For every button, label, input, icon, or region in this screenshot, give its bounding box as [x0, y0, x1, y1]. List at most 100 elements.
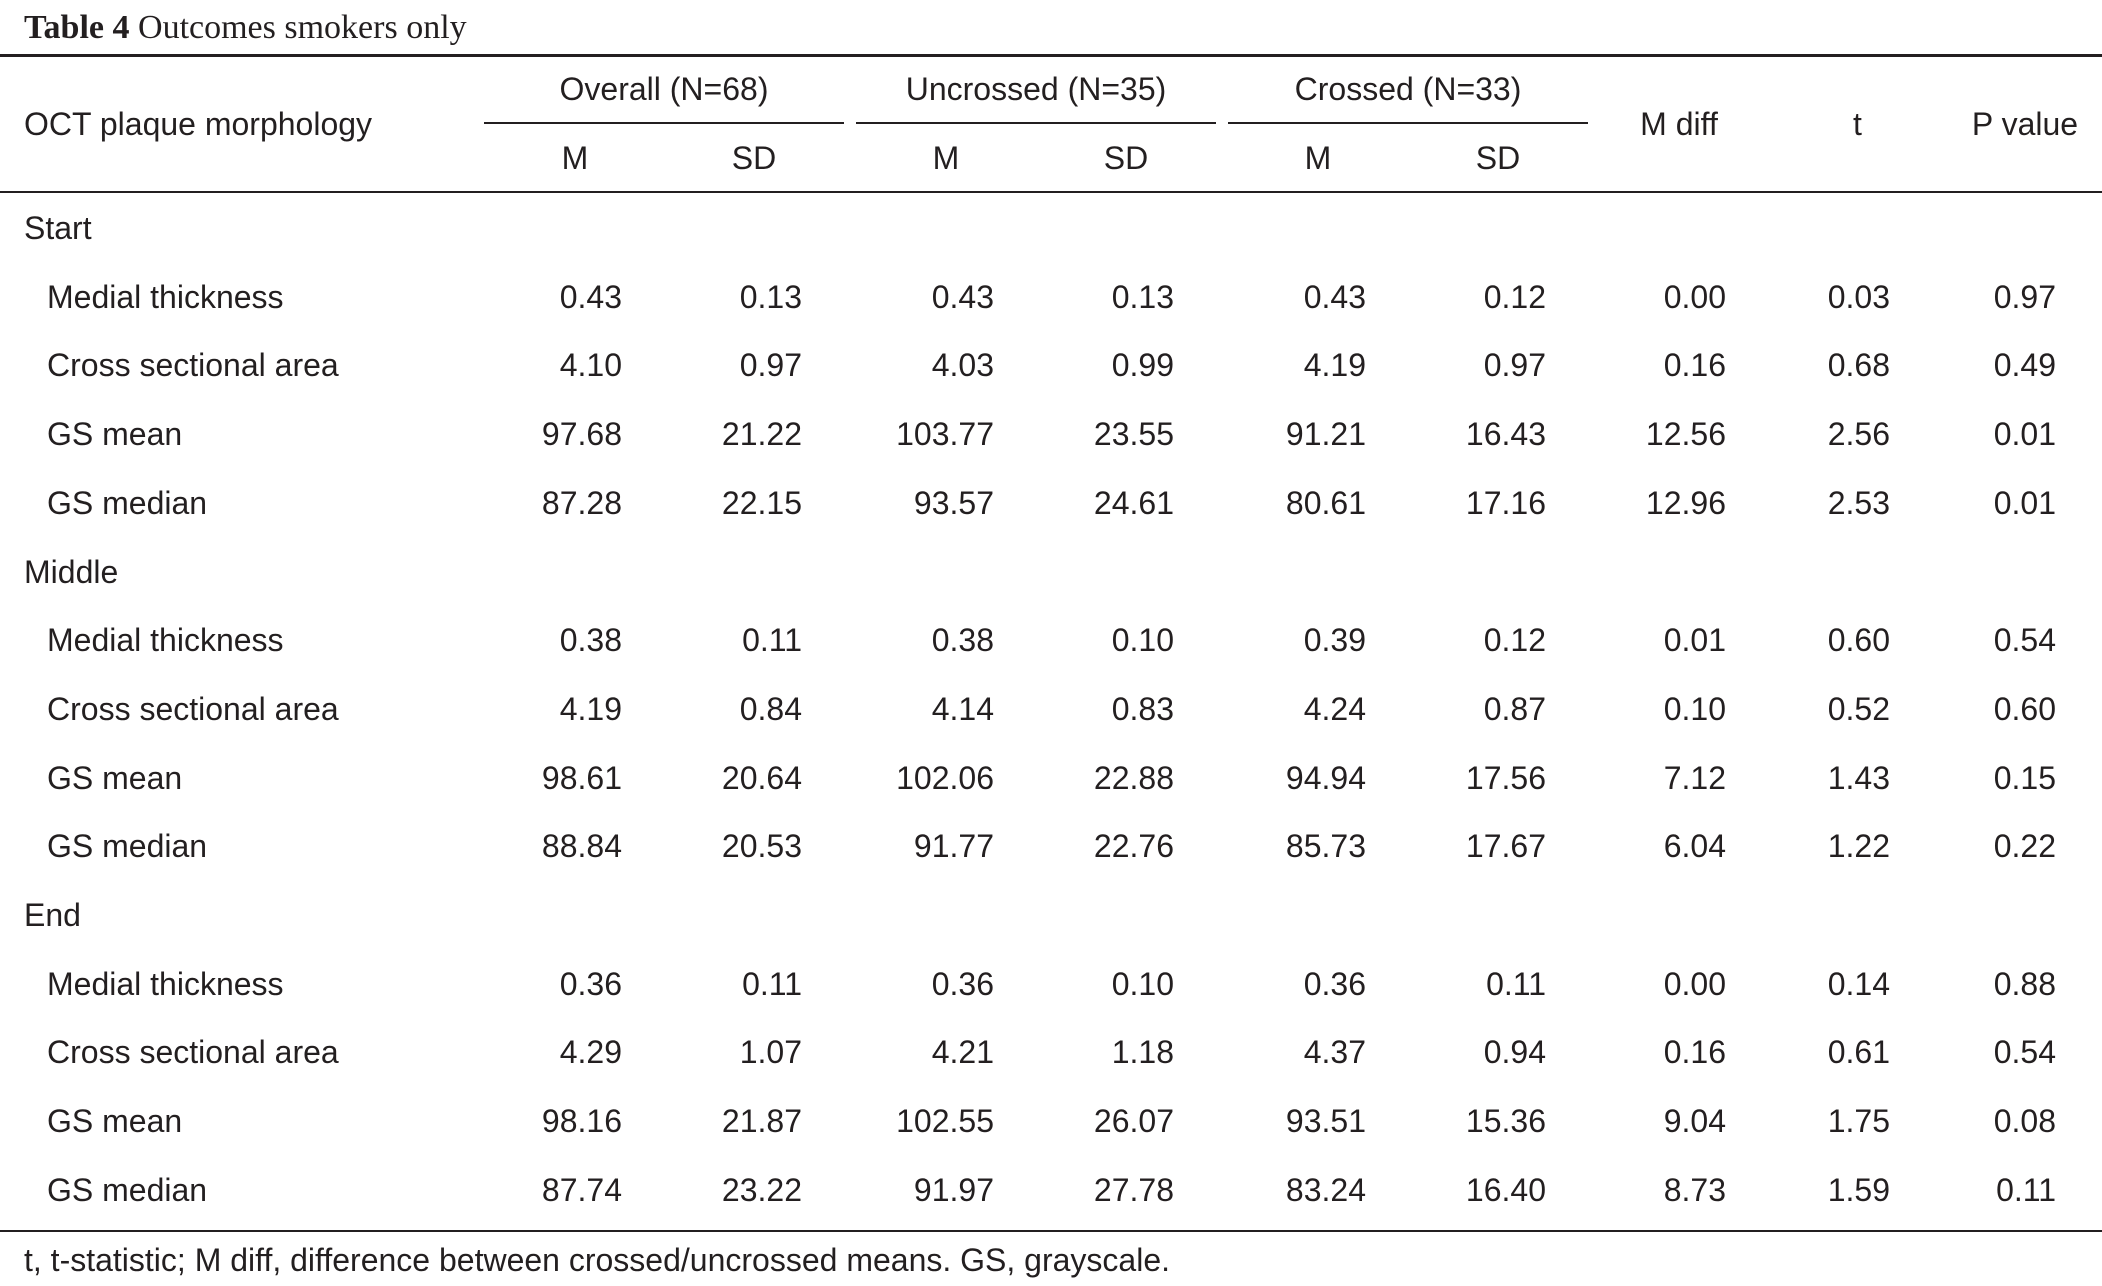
cell-t: 0.03: [1827, 278, 1890, 315]
cell-overall-m: 4.10: [559, 347, 622, 384]
cell-overall-sd: 20.64: [721, 759, 802, 796]
cell-p-value: 0.08: [1993, 1103, 2056, 1140]
cell-crossed-m: 93.51: [1285, 1103, 1366, 1140]
cell-uncrossed-m: 91.77: [913, 828, 994, 865]
row-label: Cross sectional area: [47, 347, 339, 384]
cell-overall-m: 87.28: [541, 484, 622, 521]
cell-crossed-sd: 0.12: [1483, 622, 1546, 659]
cell-p-value: 0.01: [1993, 416, 2056, 453]
cell-crossed-sd: 0.87: [1483, 690, 1546, 727]
row-label: GS mean: [47, 1103, 183, 1140]
cell-p-value: 0.54: [1993, 1034, 2056, 1071]
cell-overall-m: 4.19: [559, 690, 622, 727]
cell-crossed-m: 80.61: [1285, 484, 1366, 521]
cell-crossed-sd: 0.11: [1486, 965, 1546, 1002]
t-header: t: [1853, 106, 1862, 142]
cell-crossed-sd: 17.16: [1465, 484, 1546, 521]
cell-mdiff: 0.00: [1663, 278, 1726, 315]
header-rule: [0, 191, 2102, 193]
table-footnote: t, t-statistic; M diff, difference betwe…: [24, 1242, 1170, 1278]
cell-overall-sd: 22.15: [721, 484, 802, 521]
cell-t: 2.53: [1827, 484, 1890, 521]
group-rule-overall: [484, 122, 844, 124]
cell-crossed-sd: 15.36: [1465, 1103, 1546, 1140]
cell-crossed-sd: 0.12: [1483, 278, 1546, 315]
cell-uncrossed-m: 91.97: [913, 1171, 994, 1208]
cell-overall-m: 98.61: [541, 759, 622, 796]
group-rule-crossed: [1228, 122, 1588, 124]
cell-t: 0.52: [1827, 690, 1890, 727]
cell-p-value: 0.15: [1993, 759, 2056, 796]
cell-mdiff: 9.04: [1663, 1103, 1726, 1140]
cell-crossed-m: 83.24: [1285, 1171, 1366, 1208]
table-label: Table 4: [24, 9, 130, 46]
cell-uncrossed-sd: 1.18: [1111, 1034, 1174, 1071]
row-label: GS mean: [47, 416, 183, 453]
cell-uncrossed-sd: 22.88: [1093, 759, 1174, 796]
row-label: GS median: [47, 484, 208, 521]
section-label-end: End: [24, 897, 81, 933]
cell-t: 0.14: [1827, 965, 1890, 1002]
row-label: Cross sectional area: [47, 690, 339, 727]
group-header-overall: Overall (N=68): [559, 71, 769, 107]
cell-crossed-m: 4.37: [1303, 1034, 1366, 1071]
cell-crossed-m: 4.19: [1303, 347, 1366, 384]
cell-overall-m: 0.38: [559, 622, 622, 659]
row-label: GS median: [47, 828, 208, 865]
cell-uncrossed-m: 4.21: [931, 1034, 994, 1071]
subheader-crossed-m: M: [1304, 140, 1332, 176]
cell-crossed-sd: 17.67: [1465, 828, 1546, 865]
cell-crossed-m: 0.36: [1303, 965, 1366, 1002]
cell-uncrossed-m: 0.38: [931, 622, 994, 659]
cell-p-value: 0.54: [1993, 622, 2056, 659]
cell-crossed-m: 94.94: [1285, 759, 1366, 796]
cell-uncrossed-sd: 0.83: [1111, 690, 1174, 727]
cell-overall-m: 98.16: [541, 1103, 622, 1140]
cell-t: 2.56: [1827, 416, 1890, 453]
section-label-middle: Middle: [24, 553, 119, 590]
group-rule-uncrossed: [856, 122, 1216, 124]
cell-uncrossed-sd: 0.99: [1111, 347, 1174, 384]
cell-t: 0.60: [1827, 622, 1890, 659]
row-label: Medial thickness: [47, 965, 284, 1002]
cell-crossed-sd: 0.97: [1483, 347, 1546, 384]
cell-t: 1.22: [1827, 828, 1890, 865]
cell-mdiff: 12.96: [1645, 484, 1726, 521]
subheader-crossed-sd: SD: [1475, 140, 1521, 176]
group-header-crossed: Crossed (N=33): [1294, 71, 1522, 107]
cell-overall-sd: 23.22: [721, 1171, 802, 1208]
cell-uncrossed-m: 0.36: [931, 965, 994, 1002]
cell-uncrossed-m: 93.57: [913, 484, 994, 521]
subheader-uncrossed-sd: SD: [1103, 140, 1149, 176]
cell-p-value: 0.01: [1993, 484, 2056, 521]
cell-mdiff: 6.04: [1663, 828, 1726, 865]
cell-uncrossed-sd: 0.10: [1111, 965, 1174, 1002]
table-caption: Table 4 Outcomes smokers only: [24, 4, 467, 52]
cell-uncrossed-sd: 23.55: [1093, 416, 1174, 453]
cell-overall-m: 0.43: [559, 278, 622, 315]
cell-crossed-m: 85.73: [1285, 828, 1366, 865]
mdiff-header: M diff: [1640, 106, 1718, 142]
group-header-uncrossed: Uncrossed (N=35): [905, 71, 1167, 107]
cell-crossed-sd: 16.40: [1465, 1171, 1546, 1208]
cell-crossed-sd: 16.43: [1465, 416, 1546, 453]
table-title: Outcomes smokers only: [138, 9, 467, 46]
cell-mdiff: 0.00: [1663, 965, 1726, 1002]
cell-crossed-m: 0.43: [1303, 278, 1366, 315]
subheader-overall-sd: SD: [731, 140, 777, 176]
cell-overall-m: 4.29: [559, 1034, 622, 1071]
top-rule: [0, 54, 2102, 57]
cell-overall-sd: 0.84: [739, 690, 802, 727]
cell-overall-sd: 21.87: [721, 1103, 802, 1140]
row-label: Medial thickness: [47, 278, 284, 315]
cell-overall-sd: 1.07: [739, 1034, 802, 1071]
cell-mdiff: 12.56: [1645, 416, 1726, 453]
subheader-overall-m: M: [561, 140, 589, 176]
section-label-start: Start: [24, 210, 92, 246]
row-label: GS mean: [47, 759, 183, 796]
cell-mdiff: 0.01: [1663, 622, 1726, 659]
p-value-header: P value: [1971, 106, 2079, 142]
cell-t: 1.75: [1827, 1103, 1890, 1140]
row-label: Medial thickness: [47, 622, 284, 659]
cell-overall-sd: 0.97: [739, 347, 802, 384]
